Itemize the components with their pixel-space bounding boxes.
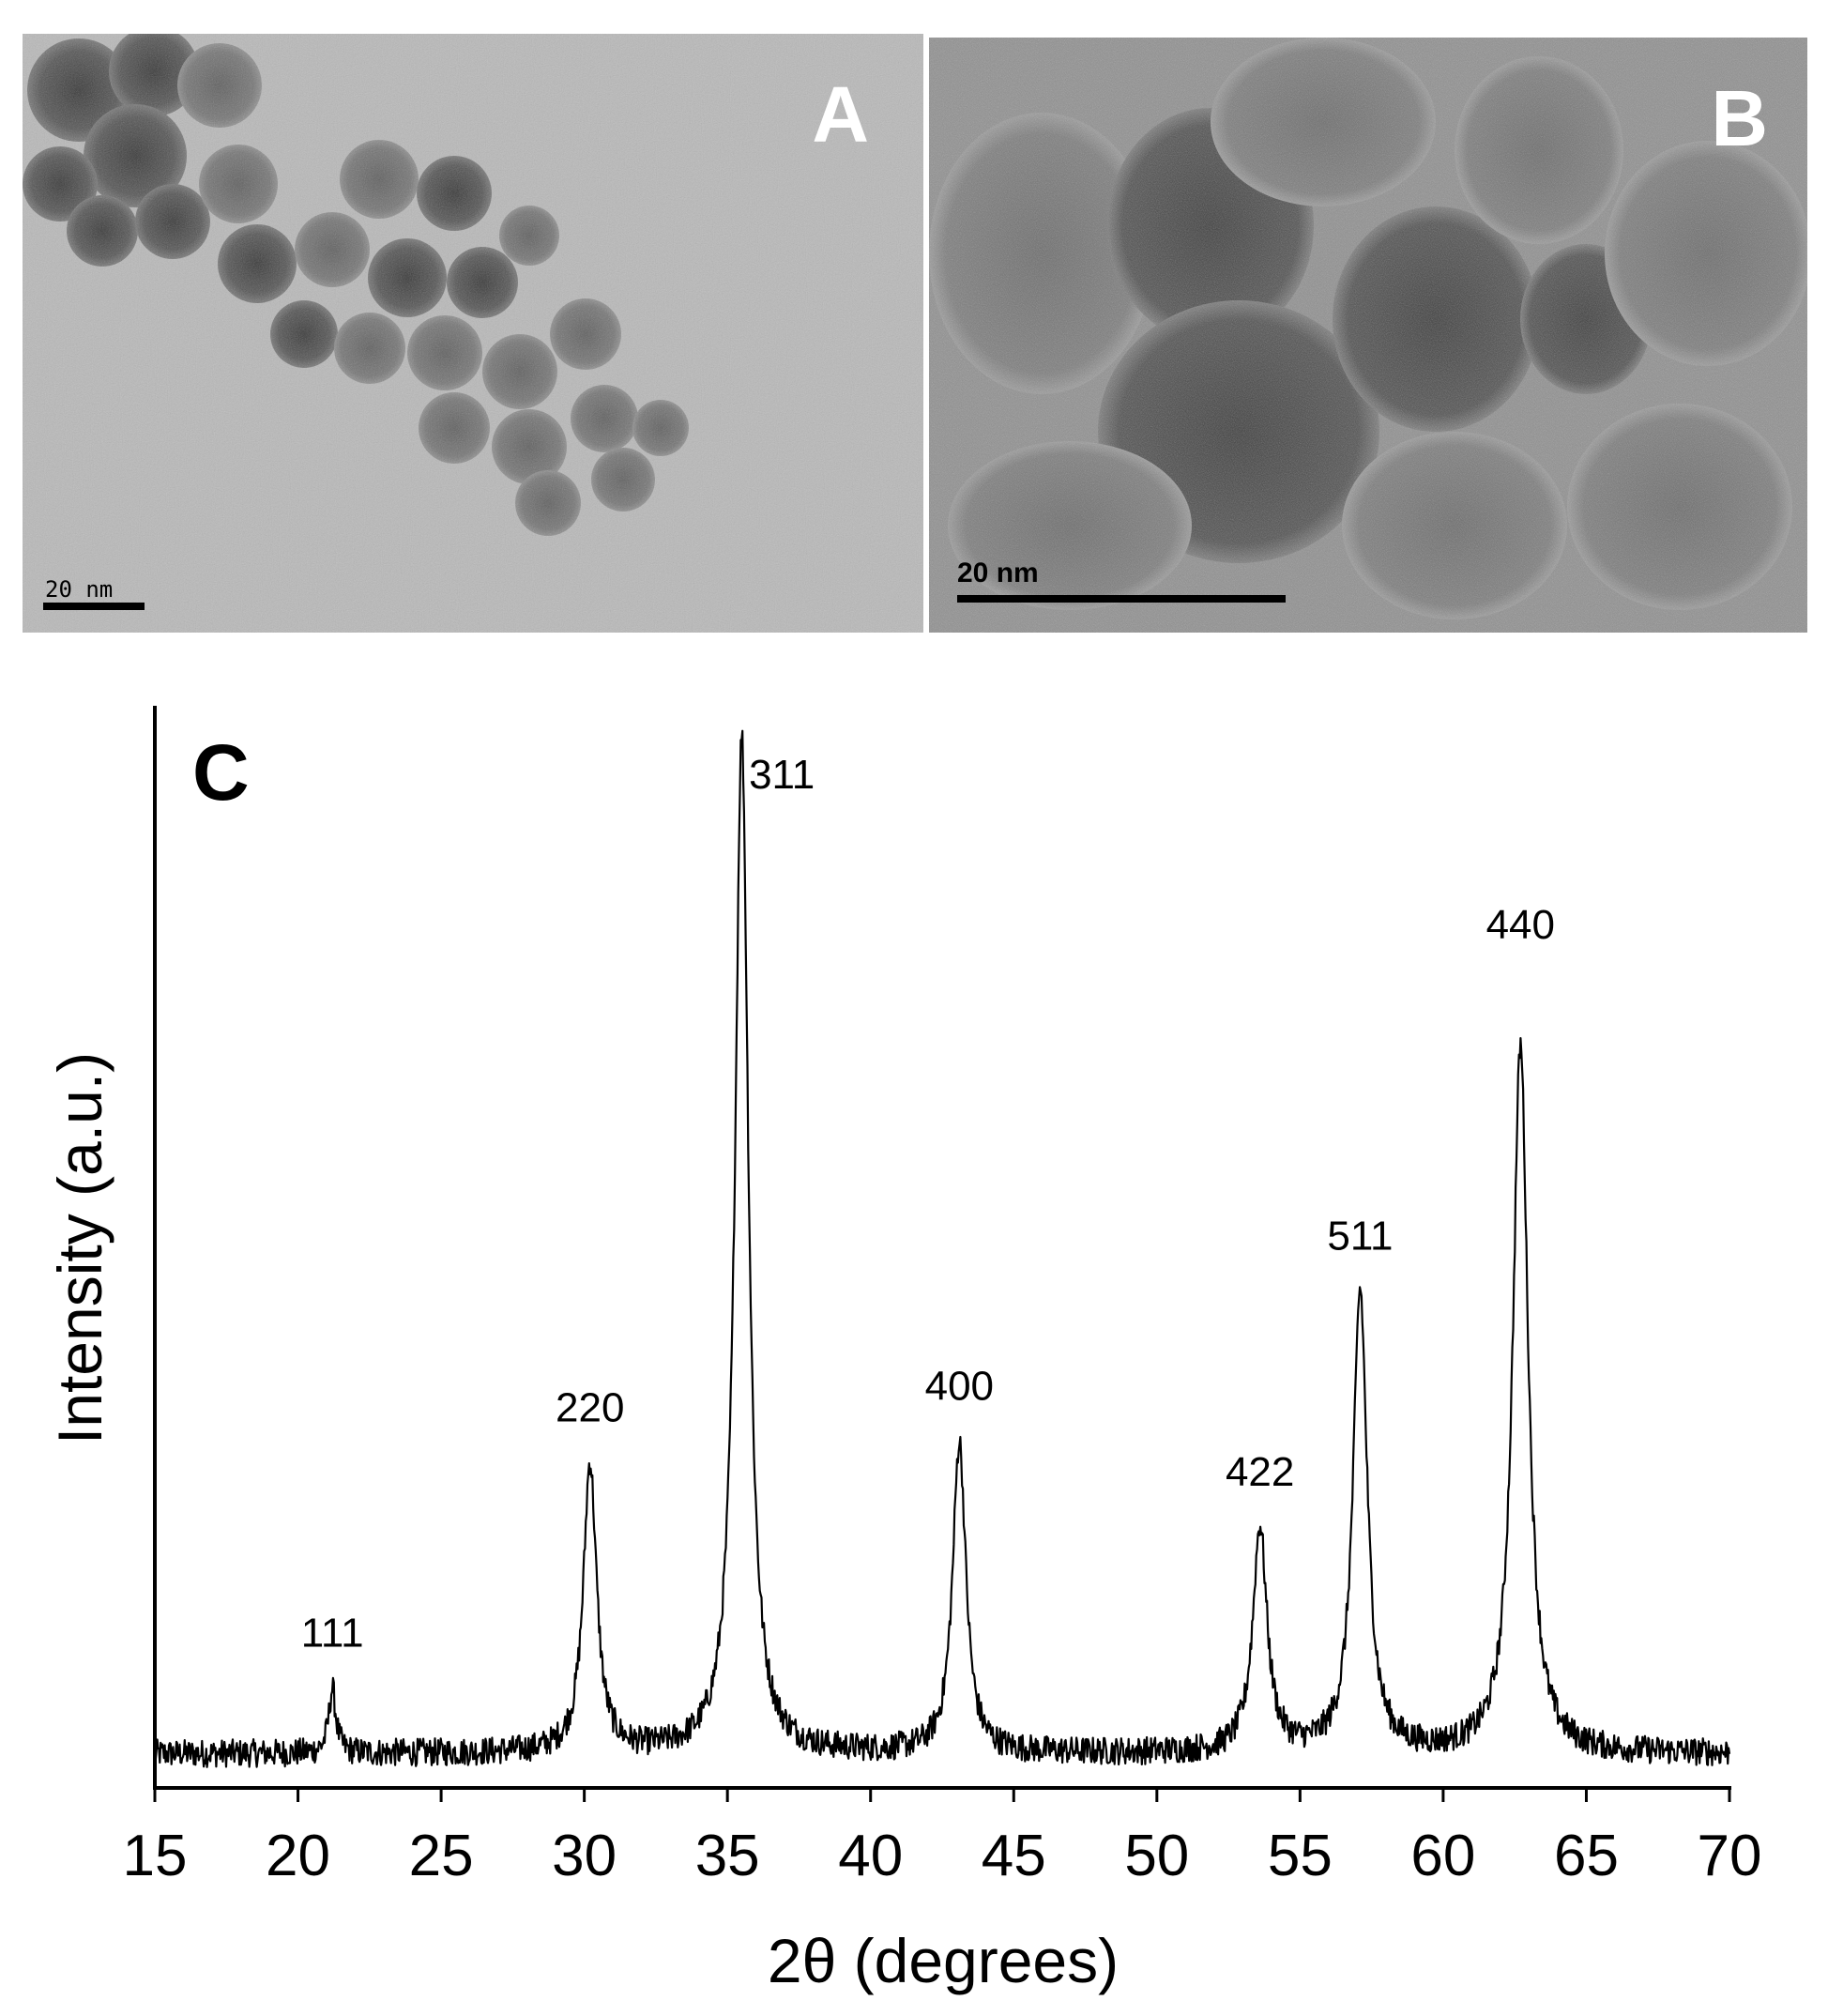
x-tick-label: 40 <box>838 1824 903 1888</box>
xrd-chart: C 15 20 25 30 35 40 45 50 55 60 65 70 111 220 311 400 4… <box>45 706 1762 1995</box>
x-tick-label: 60 <box>1410 1824 1475 1888</box>
tem-micrograph-b <box>929 38 1807 633</box>
x-tick-label: 25 <box>409 1824 474 1888</box>
tem-noise <box>929 38 1807 633</box>
x-tick-label: 20 <box>266 1824 330 1888</box>
tem-micrograph-a <box>23 34 923 633</box>
x-tick-label: 30 <box>552 1824 617 1888</box>
peak-label-311: 311 <box>749 752 815 798</box>
scale-bar-b <box>957 595 1286 603</box>
scale-bar-label-b: 20 nm <box>957 557 1039 588</box>
peak-label-511: 511 <box>1327 1214 1393 1260</box>
scale-bar-label-a: 20 nm <box>45 576 114 603</box>
peak-label-422: 422 <box>1226 1449 1294 1495</box>
x-tick-label: 65 <box>1554 1824 1619 1888</box>
x-tick-label: 50 <box>1124 1824 1189 1888</box>
x-tick-label: 70 <box>1698 1824 1762 1888</box>
x-tick-label: 55 <box>1268 1824 1333 1888</box>
x-axis-title: 2θ (degrees) <box>768 1926 1119 1995</box>
tem-noise <box>23 34 923 633</box>
x-tick-label: 45 <box>982 1824 1046 1888</box>
peak-labels: 111 220 311 400 422 511 440 <box>301 752 1555 1656</box>
tem-image-panel-b: B 20 nm <box>929 38 1807 633</box>
tem-image-panel-a: A 20 nm <box>23 34 923 633</box>
panel-letter-c: C <box>192 728 250 817</box>
x-tick-label: 35 <box>695 1824 760 1888</box>
peak-label-220: 220 <box>556 1384 624 1430</box>
x-axis-tick-labels: 15 20 25 30 35 40 45 50 55 60 65 70 <box>123 1824 1762 1888</box>
peak-label-400: 400 <box>925 1364 994 1410</box>
peak-label-440: 440 <box>1486 902 1555 948</box>
scale-bar-a <box>43 603 145 610</box>
x-tick-label: 15 <box>123 1824 188 1888</box>
panel-letter-a: A <box>812 70 869 159</box>
panel-letter-b: B <box>1711 74 1768 162</box>
y-axis-title: Intensity (a.u.) <box>45 1052 114 1444</box>
xrd-pattern-line <box>153 729 1731 1768</box>
peak-label-111: 111 <box>301 1610 364 1656</box>
x-axis-ticks <box>153 1788 1731 1802</box>
